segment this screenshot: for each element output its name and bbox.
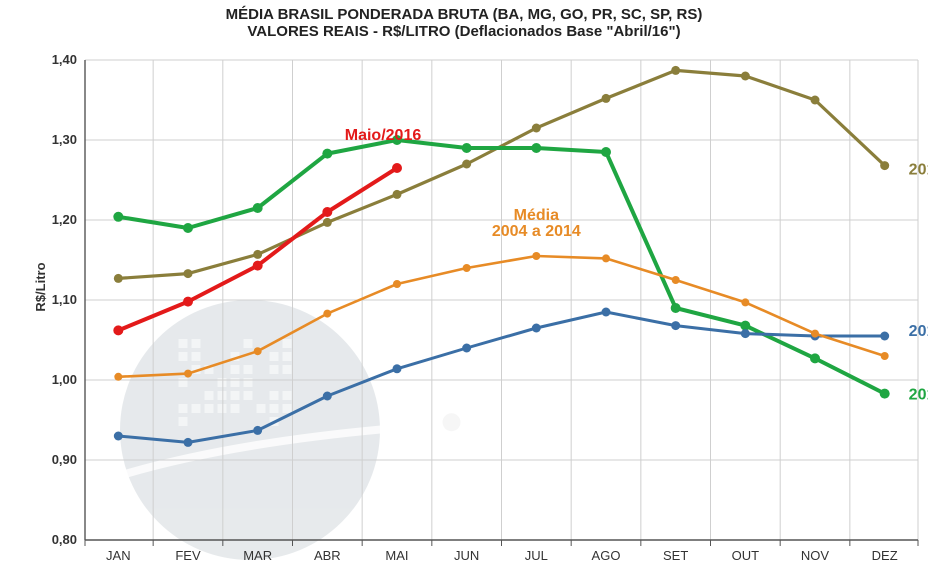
series-marker-media_2004_2014: [463, 264, 471, 272]
series-marker-2014: [880, 389, 890, 399]
x-tick-label: JUL: [525, 548, 548, 563]
series-marker-2013: [253, 250, 262, 259]
y-tick-label: 1,10: [52, 292, 77, 307]
series-marker-2015: [671, 321, 680, 330]
series-annotation-media_2004_2014-2: 2004 a 2014: [492, 223, 581, 240]
series-marker-media_2004_2014: [323, 310, 331, 318]
series-marker-2013: [880, 161, 889, 170]
series-marker-2013: [532, 124, 541, 133]
series-marker-2014: [531, 143, 541, 153]
series-marker-2014: [322, 149, 332, 159]
y-tick-label: 1,20: [52, 212, 77, 227]
chart-container: MÉDIA BRASIL PONDERADA BRUTA (BA, MG, GO…: [0, 0, 928, 574]
series-marker-maio_2016: [253, 261, 263, 271]
series-marker-2015: [114, 432, 123, 441]
watermark-globe: [120, 300, 461, 560]
series-marker-2013: [183, 269, 192, 278]
series-marker-2015: [183, 438, 192, 447]
series-marker-2014: [113, 212, 123, 222]
series-marker-2015: [392, 364, 401, 373]
series-marker-2014: [183, 223, 193, 233]
series-marker-2013: [114, 274, 123, 283]
series-marker-2015: [880, 332, 889, 341]
series-marker-2015: [602, 308, 611, 317]
x-tick-label: FEV: [175, 548, 201, 563]
series-marker-2015: [253, 426, 262, 435]
series-marker-2015: [323, 392, 332, 401]
series-marker-2014: [810, 353, 820, 363]
x-tick-label: NOV: [801, 548, 830, 563]
series-annotation-media_2004_2014: Média: [514, 207, 559, 224]
series-marker-2013: [462, 160, 471, 169]
y-tick-label: 0,80: [52, 532, 77, 547]
series-marker-media_2004_2014: [184, 370, 192, 378]
series-annotation-maio_2016: Maio/2016: [345, 127, 422, 144]
y-tick-label: 1,40: [52, 52, 77, 67]
x-tick-label: ABR: [314, 548, 341, 563]
x-tick-label: MAI: [385, 548, 408, 563]
x-tick-label: JAN: [106, 548, 131, 563]
series-label-2015: 2015: [909, 323, 928, 340]
series-marker-2013: [602, 94, 611, 103]
series-marker-media_2004_2014: [672, 276, 680, 284]
series-marker-2014: [671, 303, 681, 313]
series-marker-2013: [741, 72, 750, 81]
series-marker-media_2004_2014: [811, 330, 819, 338]
series-marker-2013: [323, 218, 332, 227]
x-tick-label: OUT: [732, 548, 760, 563]
series-marker-2013: [671, 66, 680, 75]
series-marker-media_2004_2014: [532, 252, 540, 260]
chart-svg: 0,80 0,90 1,00 1,10 1,20 1,30 1,40 JAN FEV MAR ABR…: [0, 0, 928, 574]
x-tick-label: AGO: [592, 548, 621, 563]
series-marker-2014: [601, 147, 611, 157]
series-marker-maio_2016: [113, 325, 123, 335]
y-tick-label: 1,30: [52, 132, 77, 147]
series-marker-2013: [811, 96, 820, 105]
x-tick-label: DEZ: [872, 548, 898, 563]
series-marker-media_2004_2014: [741, 298, 749, 306]
series-marker-maio_2016: [322, 207, 332, 217]
series-marker-maio_2016: [392, 163, 402, 173]
x-tick-label: MAR: [243, 548, 272, 563]
series-label-2014: 2014: [909, 387, 928, 404]
x-tick-label: JUN: [454, 548, 479, 563]
series-marker-media_2004_2014: [393, 280, 401, 288]
y-tick-label: 1,00: [52, 372, 77, 387]
y-tick-label: 0,90: [52, 452, 77, 467]
series-marker-media_2004_2014: [602, 254, 610, 262]
series-marker-2015: [741, 329, 750, 338]
series-marker-2015: [532, 324, 541, 333]
series-marker-maio_2016: [183, 297, 193, 307]
series-marker-2014: [253, 203, 263, 213]
series-marker-media_2004_2014: [881, 352, 889, 360]
series-marker-media_2004_2014: [254, 347, 262, 355]
series-label-2013: 2013: [909, 161, 928, 178]
series-marker-media_2004_2014: [114, 373, 122, 381]
series-marker-2013: [392, 190, 401, 199]
series-marker-2015: [462, 344, 471, 353]
x-tick-label: SET: [663, 548, 688, 563]
series-marker-2014: [462, 143, 472, 153]
